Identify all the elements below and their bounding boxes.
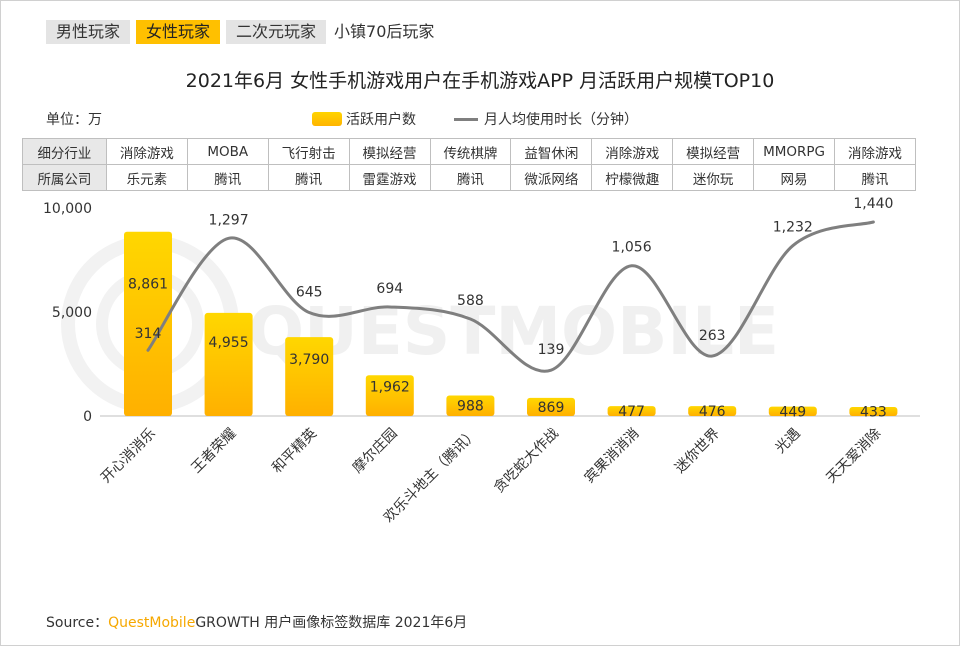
bar-value-label: 8,861	[128, 276, 168, 292]
tab-acg-players[interactable]: 二次元玩家	[226, 20, 327, 44]
line-value-label: 263	[699, 328, 726, 344]
company-cell: 腾讯	[267, 164, 350, 191]
bar	[849, 406, 898, 416]
bar-value-label: 1,962	[370, 380, 410, 396]
industry-row-header: 细分行业	[22, 138, 107, 165]
company-cell: 腾讯	[429, 164, 512, 191]
x-tick-label: 光遇	[773, 426, 804, 457]
legend: 活跃用户数 月人均使用时长（分钟）	[312, 109, 638, 129]
source-rest: GROWTH 用户画像标签数据库 2021年6月	[195, 615, 468, 631]
x-tick-label: 贪吃蛇大作战	[491, 426, 562, 497]
industry-cell: 消除游戏	[591, 138, 674, 165]
bar	[688, 406, 737, 416]
bar-value-label: 477	[618, 404, 645, 420]
watermark: QUESTMOBILE	[61, 235, 779, 413]
company-cell: 腾讯	[186, 164, 269, 191]
industry-cell: MMORPG	[753, 138, 836, 165]
line-value-label: 1,440	[853, 196, 893, 212]
bar	[204, 312, 253, 416]
bar	[365, 375, 414, 416]
line-value-label: 1,297	[209, 212, 249, 228]
x-tick-label: 开心消消乐	[98, 426, 159, 487]
industry-row: 细分行业 消除游戏 MOBA 飞行射击 模拟经营 传统棋牌 益智休闲 消除游戏 …	[22, 138, 916, 165]
x-tick-label: 和平精英	[268, 425, 320, 477]
tab-female-players[interactable]: 女性玩家	[136, 20, 221, 44]
industry-cell: 模拟经营	[348, 138, 431, 165]
line-value-label: 694	[376, 281, 403, 297]
game-info-table: 细分行业 消除游戏 MOBA 飞行射击 模拟经营 传统棋牌 益智休闲 消除游戏 …	[22, 138, 916, 191]
bar-value-label: 4,955	[209, 335, 249, 351]
industry-cell: 消除游戏	[105, 138, 188, 165]
industry-cell: 传统棋牌	[429, 138, 512, 165]
bar-value-label: 988	[457, 399, 484, 415]
legend-line-swatch	[454, 117, 478, 121]
bar	[607, 406, 656, 416]
source-brand: QuestMobile	[108, 615, 196, 631]
source-note: Source：QuestMobileGROWTH 用户画像标签数据库 2021年…	[46, 612, 467, 632]
bar	[124, 231, 172, 416]
y-tick-label: 10,000	[43, 201, 92, 217]
tab-male-players[interactable]: 男性玩家	[46, 20, 131, 44]
industry-cell: 模拟经营	[672, 138, 755, 165]
y-tick-label: 5,000	[52, 305, 92, 321]
x-tick-label: 迷你世界	[672, 426, 723, 477]
industry-cell: MOBA	[186, 138, 269, 165]
bar-value-label: 3,790	[289, 352, 329, 368]
industry-cell: 益智休闲	[510, 138, 593, 165]
usage-time-line	[146, 220, 875, 373]
line-value-label: 314	[135, 326, 162, 342]
company-row: 所属公司 乐元素 腾讯 腾讯 雷霆游戏 腾讯 微派网络 柠檬微趣 迷你玩 网易 …	[22, 164, 916, 191]
y-tick-label: 0	[83, 409, 92, 425]
bar	[446, 395, 495, 416]
x-tick-label: 宾果消消消	[582, 426, 643, 487]
industry-cell: 消除游戏	[834, 138, 916, 165]
line-value-label: 1,056	[612, 240, 652, 256]
unit-label: 单位：万	[46, 112, 102, 128]
bar-value-label: 476	[699, 404, 726, 420]
company-cell: 雷霆游戏	[348, 164, 431, 191]
company-cell: 网易	[753, 164, 836, 191]
legend-line-label: 月人均使用时长（分钟）	[484, 112, 638, 128]
company-cell: 乐元素	[105, 164, 188, 191]
legend-bar-swatch	[312, 112, 342, 126]
player-type-tabs: 男性玩家 女性玩家 二次元玩家 小镇70后玩家	[46, 20, 442, 44]
company-cell: 腾讯	[834, 164, 916, 191]
bar-value-label: 449	[779, 404, 806, 420]
line-value-label: 588	[457, 293, 484, 309]
line-value-label: 645	[296, 285, 323, 301]
line-value-label: 139	[538, 342, 565, 358]
watermark-text: QUESTMOBILE	[248, 293, 779, 370]
company-row-header: 所属公司	[22, 164, 107, 191]
x-tick-label: 摩尔庄园	[349, 425, 401, 477]
x-tick-label: 王者荣耀	[189, 426, 240, 477]
bar	[768, 406, 817, 416]
tab-small-town-70s-players[interactable]: 小镇70后玩家	[334, 22, 435, 41]
chart-title: 2021年6月 女性手机游戏用户在手机游戏APP 月活跃用户规模TOP10	[185, 70, 775, 92]
bar	[527, 397, 575, 416]
company-cell: 微派网络	[510, 164, 593, 191]
line-value-label: 1,232	[773, 220, 813, 236]
source-prefix: Source：	[46, 615, 109, 631]
legend-bar-label: 活跃用户数	[346, 112, 416, 128]
company-cell: 柠檬微趣	[591, 164, 674, 191]
combo-chart: QUESTMOBILE 10,000 5,000 0 8,861 开心消消乐 4,955…	[43, 196, 920, 526]
industry-cell: 飞行射击	[267, 138, 350, 165]
bar-value-label: 869	[538, 400, 565, 416]
x-tick-label: 天天爱消除	[823, 426, 884, 487]
bar	[285, 337, 334, 416]
bar-value-label: 433	[860, 404, 887, 420]
company-cell: 迷你玩	[672, 164, 755, 191]
